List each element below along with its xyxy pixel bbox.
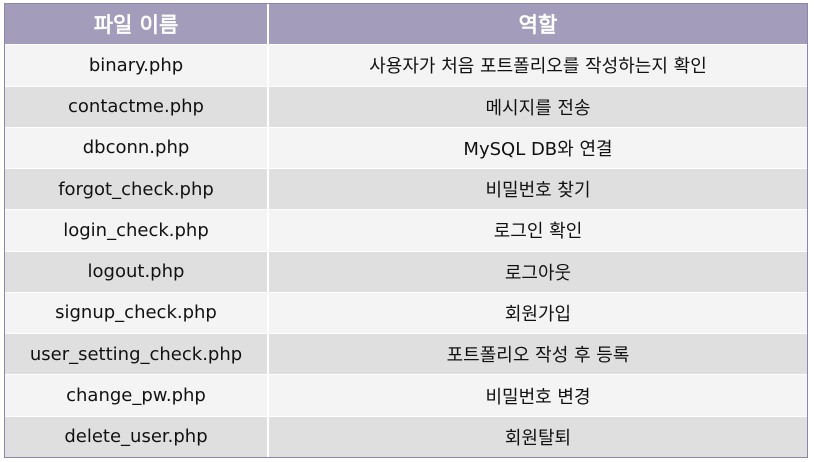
table-row: logout.php 로그아웃 (5, 250, 807, 292)
role-cell: 비밀번호 변경 (267, 375, 807, 416)
table-row: signup_check.php 회원가입 (5, 291, 807, 334)
role-cell: 회원탈퇴 (267, 416, 807, 457)
role-cell: 로그인 확인 (267, 210, 807, 251)
file-name-cell: login_check.php (63, 219, 209, 241)
table-row: dbconn.php MySQL DB와 연결 (5, 126, 807, 169)
table-row: change_pw.php 비밀번호 변경 (5, 374, 807, 416)
file-name-cell: user_setting_check.php (29, 343, 243, 365)
role-cell: 로그아웃 (267, 251, 807, 292)
file-name-cell: signup_check.php (55, 302, 217, 324)
role-cell: 메시지를 전송 (267, 86, 807, 127)
role-cell: 사용자가 처음 포트폴리오를 작성하는지 확인 (267, 45, 807, 86)
file-name-cell: change_pw.php (66, 385, 206, 407)
header-file-name: 파일 이름 (93, 13, 179, 38)
table-row: user_setting_check.php 포트폴리오 작성 후 등록 (5, 333, 807, 375)
role-cell: 회원가입 (267, 292, 807, 334)
file-name-cell: binary.php (88, 54, 184, 76)
file-name-cell: forgot_check.php (58, 178, 214, 200)
table-row: binary.php 사용자가 처음 포트폴리오를 작성하는지 확인 (5, 44, 807, 86)
header-role: 역할 (267, 4, 807, 45)
file-name-cell: logout.php (87, 261, 185, 283)
role-cell: 비밀번호 찾기 (267, 169, 807, 210)
role-cell: MySQL DB와 연결 (267, 127, 807, 169)
file-name-cell: delete_user.php (64, 426, 208, 448)
file-name-cell: dbconn.php (82, 137, 190, 159)
table-header-row: 파일 이름 역할 (5, 4, 807, 45)
role-cell: 포트폴리오 작성 후 등록 (267, 334, 807, 375)
table-row: login_check.php 로그인 확인 (5, 209, 807, 251)
table-row: delete_user.php 회원탈퇴 (5, 415, 807, 457)
table-row: forgot_check.php 비밀번호 찾기 (5, 168, 807, 210)
file-role-table: 파일 이름 역할 binary.php 사용자가 처음 포트폴리오를 작성하는지… (4, 3, 808, 458)
table-row: contactme.php 메시지를 전송 (5, 85, 807, 127)
file-name-cell: contactme.php (68, 96, 204, 118)
